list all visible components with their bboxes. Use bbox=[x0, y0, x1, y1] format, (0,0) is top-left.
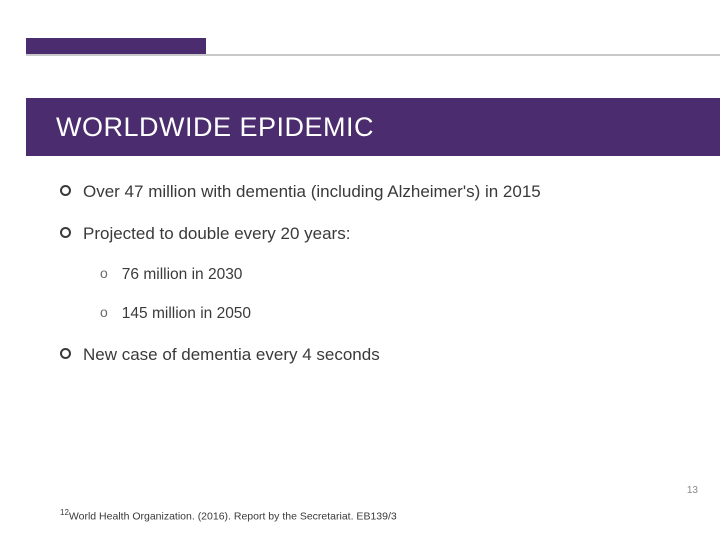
bullet-text: Projected to double every 20 years: bbox=[83, 222, 350, 246]
sub-bullet-item: o 145 million in 2050 bbox=[100, 303, 660, 325]
bullet-item: Projected to double every 20 years: bbox=[60, 222, 660, 246]
slide-title: WORLDWIDE EPIDEMIC bbox=[56, 112, 374, 143]
bullet-marker-icon bbox=[60, 185, 71, 196]
bullet-text: New case of dementia every 4 seconds bbox=[83, 343, 380, 367]
sub-bullet-marker: o bbox=[100, 303, 108, 323]
page-number: 13 bbox=[687, 485, 698, 496]
sub-bullet-marker: o bbox=[100, 264, 108, 284]
top-divider bbox=[26, 54, 720, 56]
bullet-item: New case of dementia every 4 seconds bbox=[60, 343, 660, 367]
sub-bullet-item: o 76 million in 2030 bbox=[100, 264, 660, 286]
footnote: 12World Health Organization. (2016). Rep… bbox=[60, 508, 397, 523]
bullet-marker-icon bbox=[60, 227, 71, 238]
title-bar: WORLDWIDE EPIDEMIC bbox=[26, 98, 720, 156]
footnote-text: World Health Organization. (2016). Repor… bbox=[69, 510, 397, 522]
footnote-ref: 12 bbox=[60, 508, 69, 517]
accent-bar bbox=[26, 38, 206, 54]
sub-bullet-text: 76 million in 2030 bbox=[122, 264, 243, 286]
bullet-marker-icon bbox=[60, 348, 71, 359]
content-area: Over 47 million with dementia (including… bbox=[60, 180, 660, 385]
sub-bullet-text: 145 million in 2050 bbox=[122, 303, 251, 325]
bullet-item: Over 47 million with dementia (including… bbox=[60, 180, 660, 204]
bullet-text: Over 47 million with dementia (including… bbox=[83, 180, 541, 204]
